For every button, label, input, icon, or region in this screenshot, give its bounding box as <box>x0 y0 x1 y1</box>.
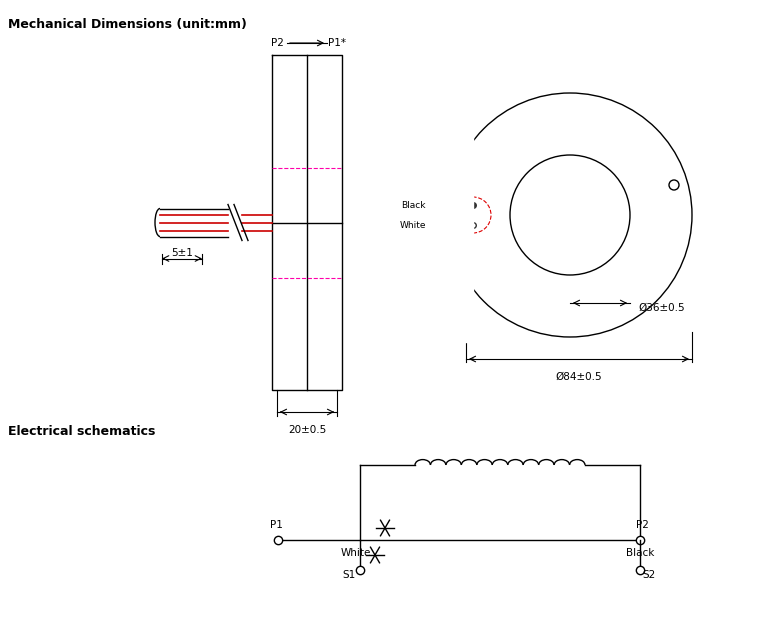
Text: P2: P2 <box>270 38 284 48</box>
Text: Black: Black <box>626 548 654 558</box>
Text: Ø36±0.5: Ø36±0.5 <box>638 303 684 313</box>
Text: Ø84±0.5: Ø84±0.5 <box>556 372 602 382</box>
Text: P1*: P1* <box>328 38 346 48</box>
Text: P1: P1 <box>270 520 282 530</box>
Text: S1: S1 <box>343 570 356 580</box>
Text: S2: S2 <box>642 570 655 580</box>
Bar <box>443 88 473 342</box>
Text: 20±0.5: 20±0.5 <box>288 425 326 435</box>
Text: Electrical schematics: Electrical schematics <box>8 425 155 438</box>
Text: 5±1: 5±1 <box>171 248 193 258</box>
Text: White: White <box>341 548 371 558</box>
Text: White: White <box>400 220 426 230</box>
Text: Black: Black <box>401 201 426 209</box>
Text: P2: P2 <box>636 520 648 530</box>
Text: Mechanical Dimensions (unit:mm): Mechanical Dimensions (unit:mm) <box>8 18 247 31</box>
